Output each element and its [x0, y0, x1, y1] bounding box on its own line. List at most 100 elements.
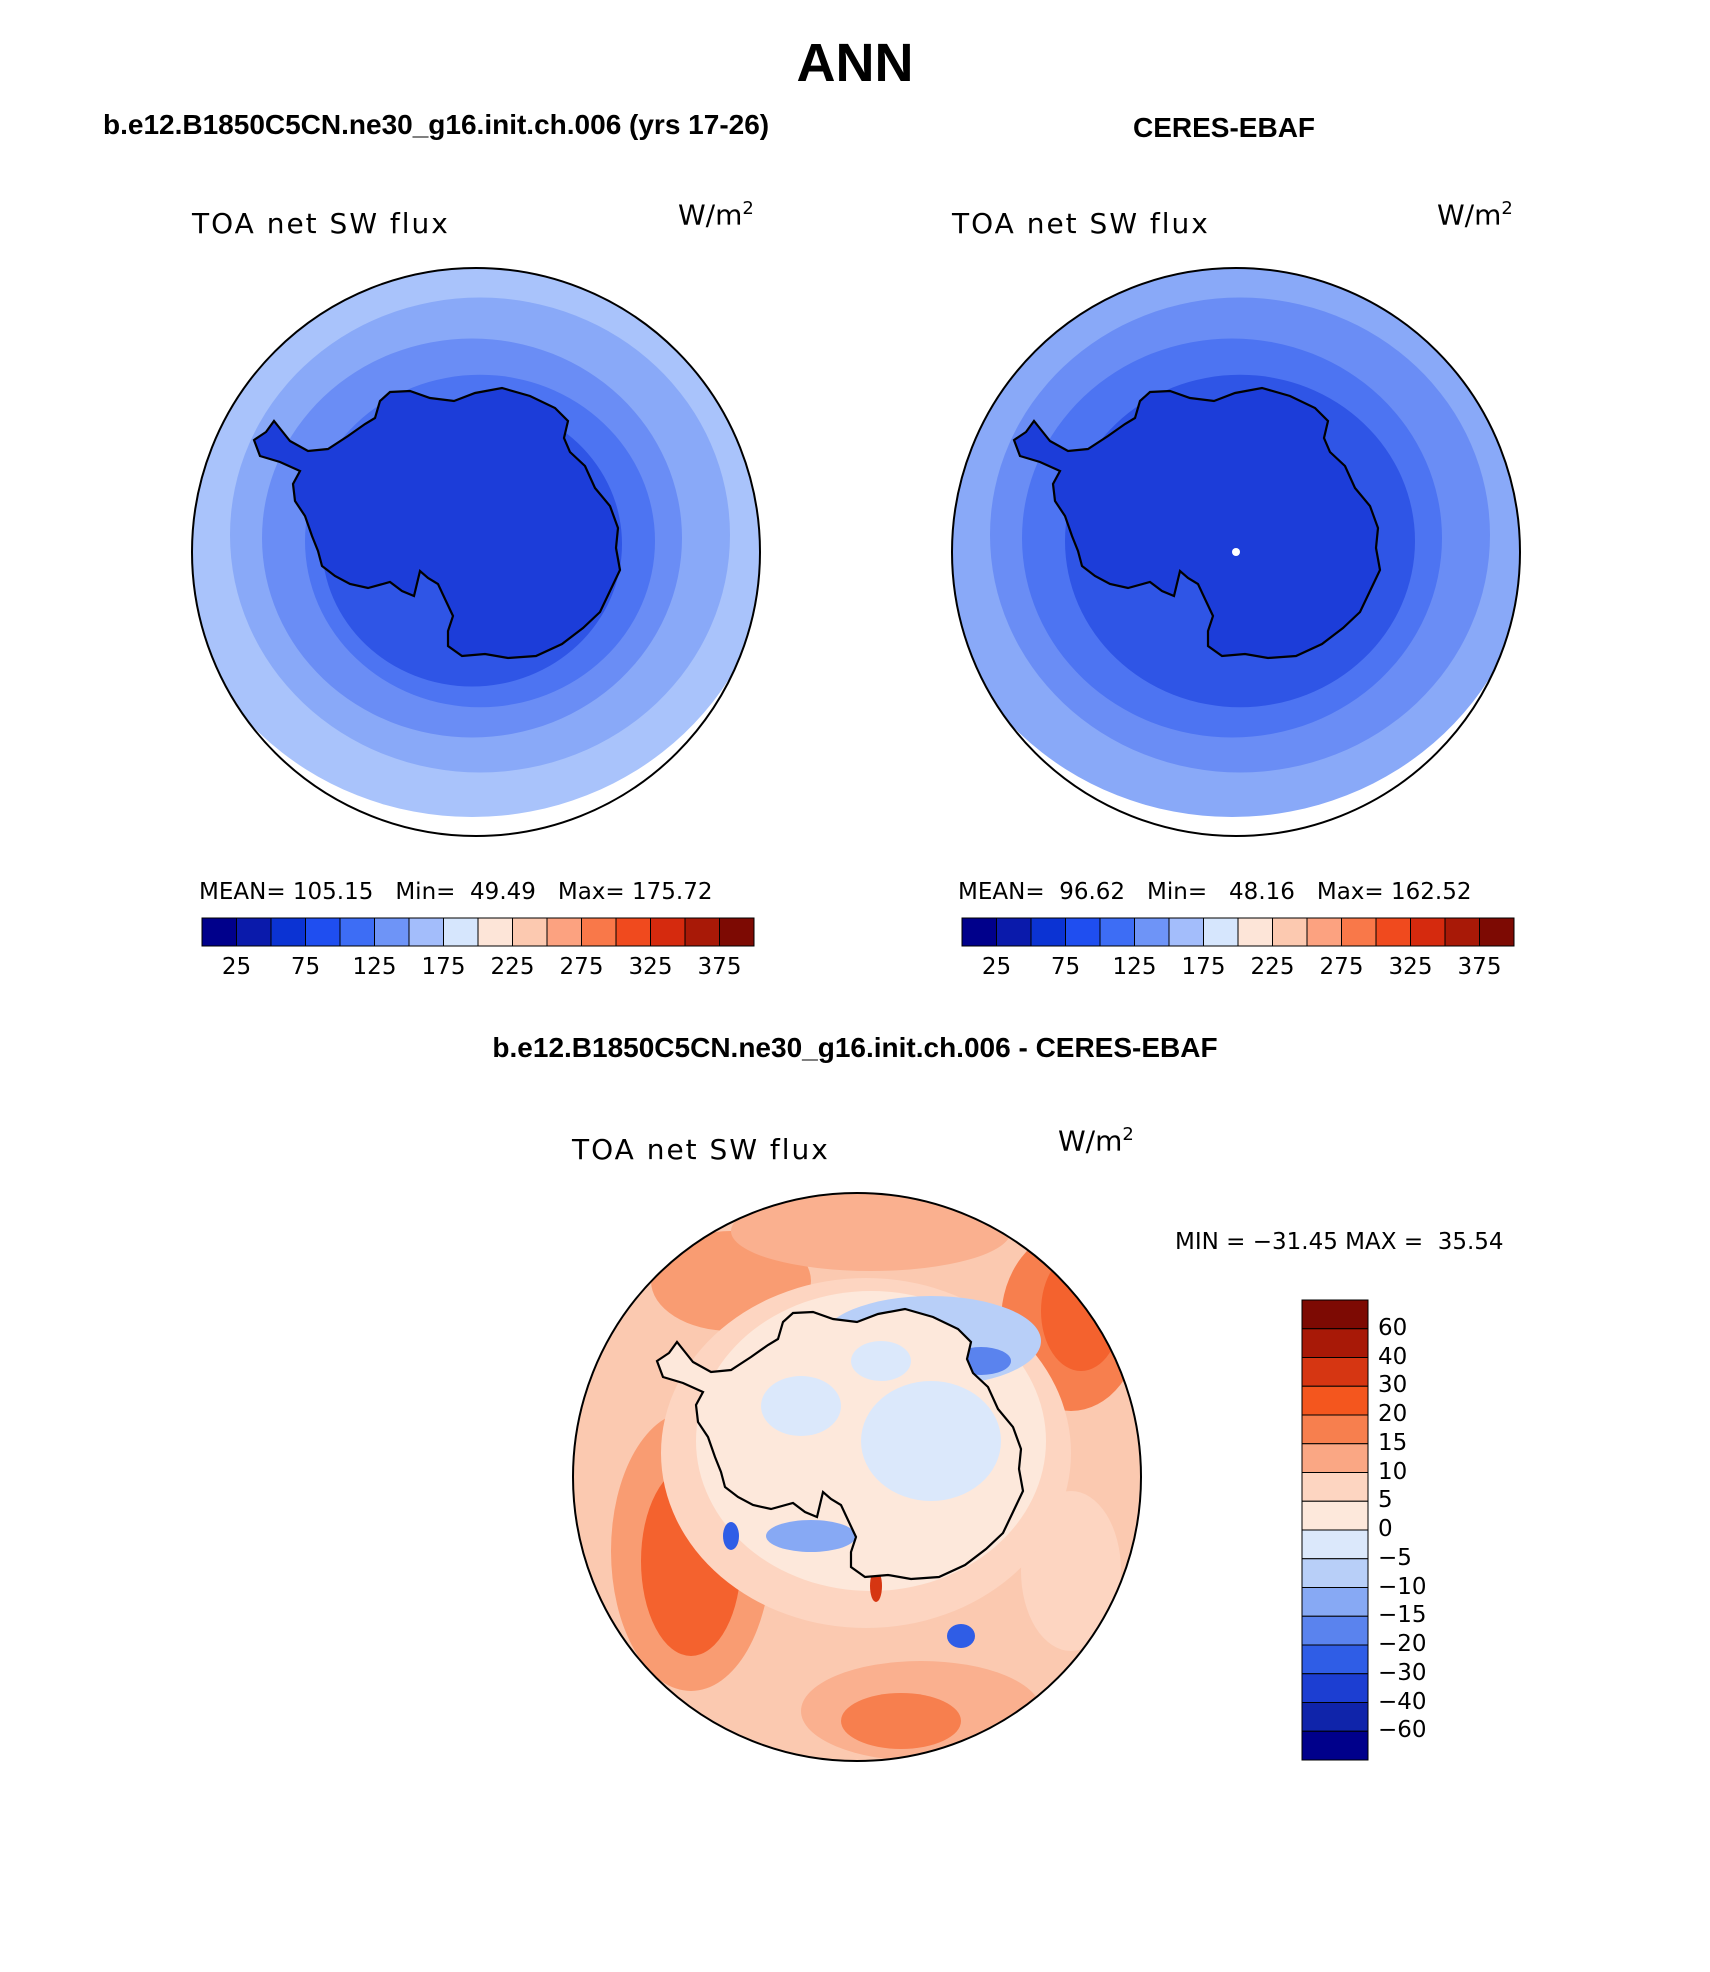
colorbar-swatch [443, 917, 479, 947]
obs-panel-title: CERES-EBAF [1133, 112, 1316, 143]
model-map [191, 267, 761, 837]
colorbar-swatch [1237, 917, 1273, 947]
colorbar-swatch [408, 917, 444, 947]
colorbar-tick-label: −15 [1378, 1602, 1427, 1629]
colorbar-tick-label: 375 [1457, 954, 1502, 980]
model-colorbar-ticks: 25 75 125 175 225 275 325 375 [202, 954, 754, 984]
colorbar-tick-label: −10 [1378, 1573, 1427, 1600]
colorbar-tick-label: 30 [1378, 1372, 1408, 1399]
colorbar-swatch [581, 917, 617, 947]
colorbar-tick-label: 275 [1319, 954, 1364, 980]
colorbar-swatch [996, 917, 1032, 947]
colorbar-swatch [1301, 1328, 1369, 1358]
obs-colorbar [961, 917, 1515, 947]
colorbar-swatch [1065, 917, 1101, 947]
colorbar-tick-label: −60 [1378, 1717, 1427, 1744]
colorbar-swatch [374, 917, 410, 947]
colorbar-swatch [305, 917, 341, 947]
colorbar-swatch [1301, 1558, 1369, 1588]
colorbar-tick-label: −5 [1378, 1544, 1412, 1571]
colorbar-swatch [201, 917, 237, 947]
colorbar-tick-label: 225 [490, 954, 535, 980]
colorbar-tick-label: 10 [1378, 1458, 1408, 1485]
colorbar-swatch [339, 917, 375, 947]
model-antarctica-coastline [252, 386, 622, 660]
figure-title: ANN [796, 33, 914, 93]
colorbar-tick-label: 20 [1378, 1401, 1408, 1427]
diff-stats: MIN = −31.45 MAX = 35.54 [1175, 1229, 1504, 1255]
colorbar-swatch [1301, 1673, 1369, 1703]
obs-colorbar-ticks: 25 75 125 175 225 275 325 375 [962, 954, 1514, 984]
colorbar-tick-label: −40 [1378, 1688, 1427, 1715]
model-panel-title: b.e12.B1850C5CN.ne30_g16.init.ch.006 (yr… [103, 109, 770, 140]
model-variable-label: TOA net SW flux [192, 207, 450, 240]
colorbar-tick-label: 15 [1378, 1429, 1408, 1456]
colorbar-swatch [1301, 1500, 1369, 1531]
colorbar-tick-label: 5 [1378, 1487, 1393, 1514]
colorbar-tick-label: 375 [697, 954, 742, 980]
colorbar-swatch [1272, 917, 1308, 947]
colorbar-swatch [1341, 917, 1377, 947]
colorbar-tick-label: 175 [1181, 954, 1226, 980]
colorbar-tick-label: 275 [559, 954, 604, 980]
colorbar-swatch [477, 917, 513, 947]
colorbar-swatch [270, 917, 306, 947]
colorbar-swatch [1301, 1357, 1369, 1387]
colorbar-swatch [1301, 1702, 1369, 1732]
colorbar-tick-label: 75 [1050, 954, 1081, 980]
colorbar-tick-label: 125 [1112, 954, 1157, 980]
colorbar-tick-label: 175 [421, 954, 466, 980]
colorbar-swatch [1301, 1414, 1369, 1445]
colorbar-tick-label: 25 [221, 954, 252, 980]
colorbar-swatch [1306, 917, 1342, 947]
colorbar-swatch [1410, 917, 1446, 947]
diff-antarctica-interior-pattern [761, 1341, 1001, 1501]
colorbar-swatch [1301, 1299, 1369, 1330]
colorbar-swatch [615, 917, 651, 947]
colorbar-swatch [1099, 917, 1135, 947]
diff-colorbar [1301, 1299, 1369, 1761]
colorbar-swatch [1301, 1385, 1369, 1416]
colorbar-swatch [1479, 917, 1515, 947]
colorbar-tick-label: 325 [1388, 954, 1433, 980]
colorbar-swatch [1301, 1443, 1369, 1473]
obs-pole-marker [1232, 548, 1240, 556]
obs-stats: MEAN= 96.62 Min= 48.16 Max= 162.52 [958, 879, 1472, 905]
model-units: W/m2 [678, 198, 754, 232]
colorbar-tick-label: 60 [1378, 1314, 1408, 1341]
obs-variable-label: TOA net SW flux [952, 207, 1210, 240]
colorbar-swatch [650, 917, 686, 947]
colorbar-swatch [1444, 917, 1480, 947]
colorbar-swatch [512, 917, 548, 947]
diff-colorbar-ticks: 60 40 30 20 15 10 5 0 −5 −10 −15 −20 −30 −40 −60 [1378, 1300, 1498, 1760]
colorbar-tick-label: 40 [1378, 1343, 1408, 1370]
colorbar-swatch [236, 917, 272, 947]
colorbar-swatch [1301, 1730, 1369, 1761]
colorbar-swatch [1301, 1644, 1369, 1675]
colorbar-swatch [684, 917, 720, 947]
diff-variable-label: TOA net SW flux [572, 1133, 830, 1166]
colorbar-tick-label: 225 [1250, 954, 1295, 980]
obs-antarctica-coastline [1012, 386, 1382, 660]
colorbar-swatch [1301, 1472, 1369, 1502]
obs-map [951, 267, 1521, 837]
colorbar-tick-label: −30 [1378, 1659, 1427, 1686]
colorbar-swatch [1203, 917, 1239, 947]
colorbar-tick-label: 25 [981, 954, 1012, 980]
colorbar-tick-label: 125 [352, 954, 397, 980]
colorbar-swatch [1375, 917, 1411, 947]
colorbar-swatch [1301, 1587, 1369, 1617]
obs-units: W/m2 [1437, 198, 1513, 232]
colorbar-tick-label: −20 [1378, 1631, 1427, 1657]
diff-units: W/m2 [1058, 1124, 1134, 1158]
colorbar-swatch [1134, 917, 1170, 947]
diff-map [572, 1192, 1142, 1762]
colorbar-swatch [1168, 917, 1204, 947]
colorbar-tick-label: 325 [628, 954, 673, 980]
colorbar-swatch [961, 917, 997, 947]
diff-panel-title: b.e12.B1850C5CN.ne30_g16.init.ch.006 - C… [492, 1032, 1218, 1063]
colorbar-swatch [1301, 1615, 1369, 1646]
model-stats: MEAN= 105.15 Min= 49.49 Max= 175.72 [199, 879, 713, 905]
colorbar-swatch [1301, 1529, 1369, 1560]
colorbar-tick-label: 0 [1378, 1516, 1393, 1542]
